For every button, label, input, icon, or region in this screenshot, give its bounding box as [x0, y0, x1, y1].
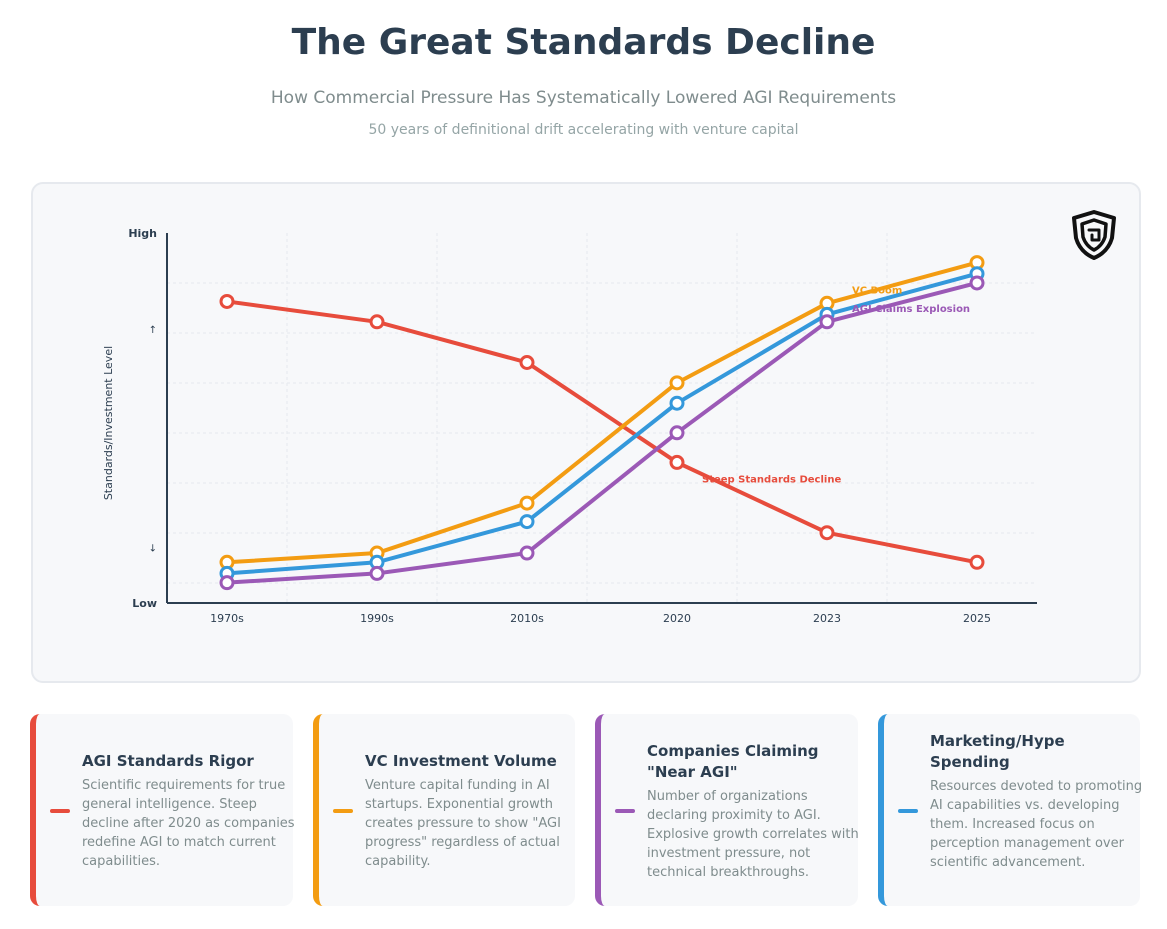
data-point: [519, 355, 535, 370]
legend-swatch: [615, 809, 635, 813]
chart-axes: [166, 233, 1037, 604]
legend-card-title: AGI Standards Rigor: [82, 752, 254, 770]
series-line-3: [225, 280, 979, 585]
x-tick-label: 1990s: [360, 612, 394, 625]
data-point: [369, 565, 385, 581]
x-tick-label: 2025: [963, 612, 991, 625]
y-tick-label: Low: [132, 597, 157, 610]
line-chart: 1970s 1990s 2010s 2020 2023 2025 Low ↓ ↑ High Sta…: [102, 227, 1037, 625]
page-title: The Great Standards Decline: [291, 22, 876, 63]
y-tick-label: High: [128, 227, 157, 240]
legend-card-standards-rigor: AGI Standards Rigor Scientific requireme…: [30, 714, 295, 906]
legend-card-text: Number of organizations declaring proxim…: [647, 789, 859, 880]
page-subtitle: How Commercial Pressure Has Systematical…: [270, 88, 897, 108]
series-line-0: [225, 299, 979, 565]
legend-card-text: Scientific requirements for true general…: [82, 778, 295, 869]
x-tick-label: 2023: [813, 612, 841, 625]
data-point: [969, 275, 985, 291]
chart-annotation: VC Boom: [852, 285, 902, 296]
series-line-2: [225, 271, 979, 576]
legend-card-text: Resources devoted to promoting AI capabi…: [930, 779, 1143, 870]
chart-annotation: AGI Claims Explosion: [852, 304, 970, 315]
data-point: [669, 425, 685, 441]
x-tick-label: 1970s: [210, 612, 244, 625]
legend-swatch: [333, 809, 353, 813]
data-point: [219, 575, 235, 591]
data-point: [669, 375, 685, 391]
x-tick-label: 2020: [663, 612, 691, 625]
legend-card-text: Venture capital funding in AI startups. …: [365, 778, 561, 869]
shield-maze-icon: [1072, 210, 1116, 260]
chart-series: [219, 255, 985, 591]
data-point: [369, 314, 385, 330]
data-point: [519, 545, 535, 561]
chart-annotations: VC Boom AGI Claims Explosion Steep Standar…: [702, 285, 970, 485]
data-point: [969, 554, 985, 570]
data-point: [819, 525, 835, 541]
legend-card-vc-investment: VC Investment Volume Venture capital fun…: [313, 714, 575, 906]
x-tick-label: 2010s: [510, 612, 544, 625]
data-point: [669, 395, 685, 411]
data-point: [519, 514, 535, 530]
data-point: [519, 495, 535, 511]
data-point: [219, 293, 235, 309]
legend-card-near-agi-claims: Companies Claiming "Near AGI" Number of …: [595, 714, 859, 906]
y-axis-label: Standards/Investment Level: [102, 346, 115, 500]
legend-swatch: [50, 809, 70, 813]
legend-card-title: Companies Claiming "Near AGI": [647, 742, 819, 781]
chart-annotation: Steep Standards Decline: [702, 474, 841, 485]
data-point: [669, 454, 685, 470]
legend-card-title: Marketing/Hype Spending: [930, 732, 1065, 771]
chart-ticks: 1970s 1990s 2010s 2020 2023 2025 Low ↓ ↑ High: [128, 227, 991, 625]
page-tagline: 50 years of definitional drift accelerat…: [368, 122, 799, 138]
legend-card-marketing-hype: Marketing/Hype Spending Resources devote…: [878, 714, 1142, 906]
legend-card-title: VC Investment Volume: [365, 752, 557, 770]
series-line-1: [225, 260, 979, 565]
data-point: [819, 314, 835, 330]
y-tick-label: ↓: [149, 544, 157, 555]
legend-swatch: [898, 809, 918, 813]
chart-grid: [167, 233, 1037, 603]
y-tick-label: ↑: [149, 325, 157, 336]
